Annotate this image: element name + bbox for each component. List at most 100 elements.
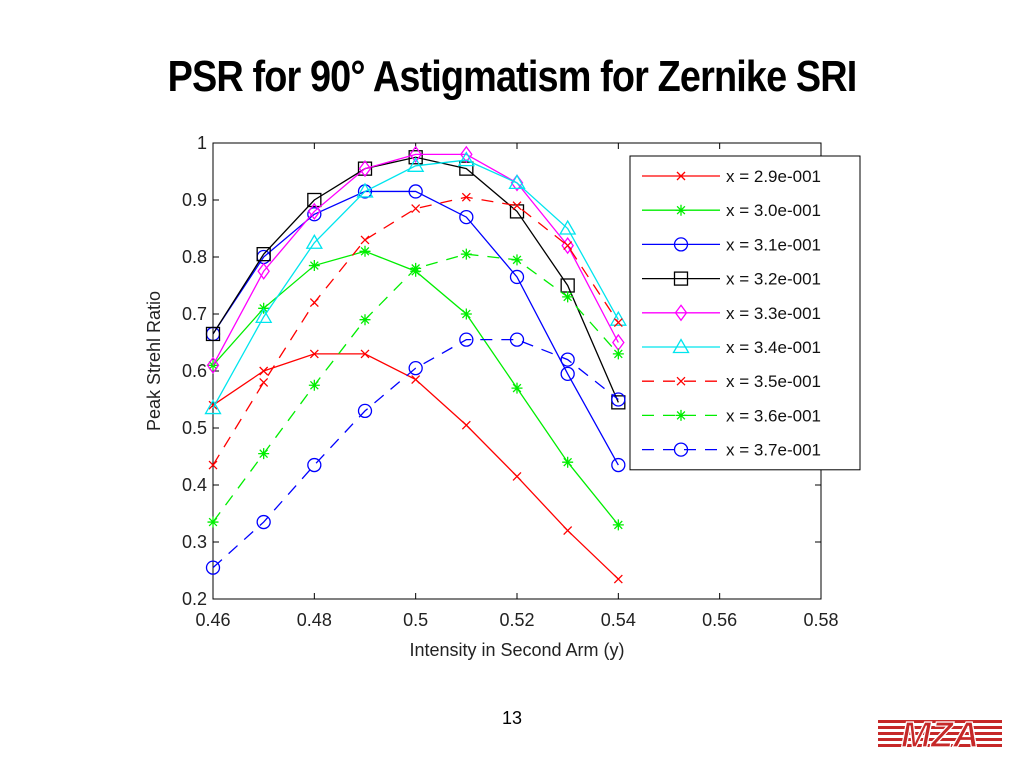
data-point-marker [360, 349, 370, 359]
data-point-marker [411, 375, 421, 385]
data-point-marker [461, 420, 471, 430]
legend-label: x = 3.1e-001 [726, 235, 821, 254]
legend-marker [673, 442, 689, 457]
data-point-marker [259, 377, 269, 387]
data-point-marker [611, 392, 626, 407]
series-5 [206, 145, 625, 374]
series-layer [204, 145, 627, 584]
data-point-marker [207, 516, 219, 528]
data-point-marker [309, 349, 319, 359]
data-point-marker [509, 269, 525, 285]
legend-label: x = 2.9e-001 [726, 167, 821, 186]
legend-marker [676, 171, 686, 181]
data-point-marker [307, 457, 322, 473]
legend-label: x = 3.7e-001 [726, 441, 821, 460]
data-point-marker [511, 254, 523, 266]
legend-marker [672, 338, 690, 354]
data-point-marker [613, 318, 623, 328]
data-point-marker [408, 360, 423, 376]
data-point-marker [510, 174, 524, 192]
x-tick-label: 0.5 [403, 610, 428, 630]
data-point-marker [208, 460, 218, 470]
data-point-marker [459, 209, 474, 225]
y-tick-label: 0.3 [182, 532, 207, 552]
series-line [212, 338, 619, 569]
data-point-marker [259, 366, 269, 376]
data-point-marker [256, 514, 271, 530]
data-point-marker [409, 145, 422, 163]
data-point-marker [356, 182, 374, 198]
series-1 [208, 349, 623, 584]
data-point-marker [508, 174, 526, 190]
data-point-marker [559, 219, 577, 235]
data-point-marker [308, 379, 320, 391]
y-tick-label: 0.5 [182, 418, 207, 438]
data-point-marker [408, 184, 423, 199]
data-point-marker [560, 352, 575, 367]
data-point-marker [512, 201, 522, 211]
legend-label: x = 3.5e-001 [726, 372, 821, 391]
legend-label: x = 3.3e-001 [726, 304, 821, 323]
data-point-marker [256, 246, 271, 262]
series-line [212, 196, 619, 466]
data-point-marker [410, 262, 422, 274]
legend-marker [674, 304, 688, 322]
y-tick-label: 0.4 [182, 475, 207, 495]
data-point-marker [307, 192, 322, 208]
data-point-marker [255, 308, 273, 324]
data-point-marker [563, 241, 573, 251]
legend-marker [675, 204, 687, 216]
data-point-marker [358, 160, 372, 178]
legend-label: x = 3.0e-001 [726, 201, 821, 220]
x-tick-label: 0.52 [499, 610, 534, 630]
slide-title: PSR for 90° Astigmatism for Zernike SRI [167, 52, 858, 101]
data-point-marker [257, 262, 270, 280]
data-point-marker [407, 156, 425, 172]
data-point-marker [205, 326, 221, 342]
series-line [212, 190, 619, 466]
legend-label: x = 3.2e-001 [726, 270, 821, 289]
legend-marker [676, 376, 686, 386]
data-point-marker [308, 202, 321, 220]
series-9 [205, 332, 626, 575]
series-line [212, 159, 619, 409]
page-number: 13 [501, 708, 523, 728]
data-point-marker [459, 332, 474, 347]
series-7 [208, 192, 623, 470]
data-point-marker [204, 399, 222, 415]
y-tick-label: 0.9 [182, 190, 207, 210]
series-8 [207, 248, 624, 528]
series-line [212, 153, 619, 366]
svg-text:MZA: MZA [901, 716, 979, 752]
data-point-marker [309, 298, 319, 308]
legend-marker [673, 271, 689, 286]
data-point-marker [359, 245, 371, 257]
data-point-marker [411, 204, 421, 214]
x-axis-label: Intensity in Second Arm (y) [409, 640, 624, 660]
x-tick-label: 0.56 [702, 610, 737, 630]
data-point-marker [460, 248, 472, 260]
data-point-marker [560, 366, 575, 382]
data-point-marker [562, 291, 574, 303]
data-point-marker [408, 150, 423, 165]
data-point-marker [561, 237, 574, 255]
data-point-marker [307, 207, 322, 222]
x-tick-label: 0.54 [601, 610, 636, 630]
data-point-marker [457, 151, 475, 167]
y-tick-label: 0.6 [182, 361, 207, 381]
data-point-marker [511, 382, 523, 394]
x-tick-label: 0.48 [297, 610, 332, 630]
data-point-marker [258, 448, 270, 460]
y-tick-label: 0.7 [182, 304, 207, 324]
y-axis-label: Peak Strehl Ratio [144, 291, 164, 431]
data-point-marker [612, 519, 624, 531]
x-tick-label: 0.46 [195, 610, 230, 630]
data-point-marker [360, 235, 370, 245]
data-point-marker [460, 308, 472, 320]
axis-ticks: 0.46 0.48 0.5 0.52 0.54 0.56 0.58 0.2 0.3 0.4 0.5 0… [182, 133, 839, 630]
data-point-marker [562, 456, 574, 468]
legend-marker [673, 237, 689, 252]
legend-label: x = 3.6e-001 [726, 406, 821, 425]
data-point-marker [563, 526, 573, 536]
y-tick-label: 0.8 [182, 247, 207, 267]
